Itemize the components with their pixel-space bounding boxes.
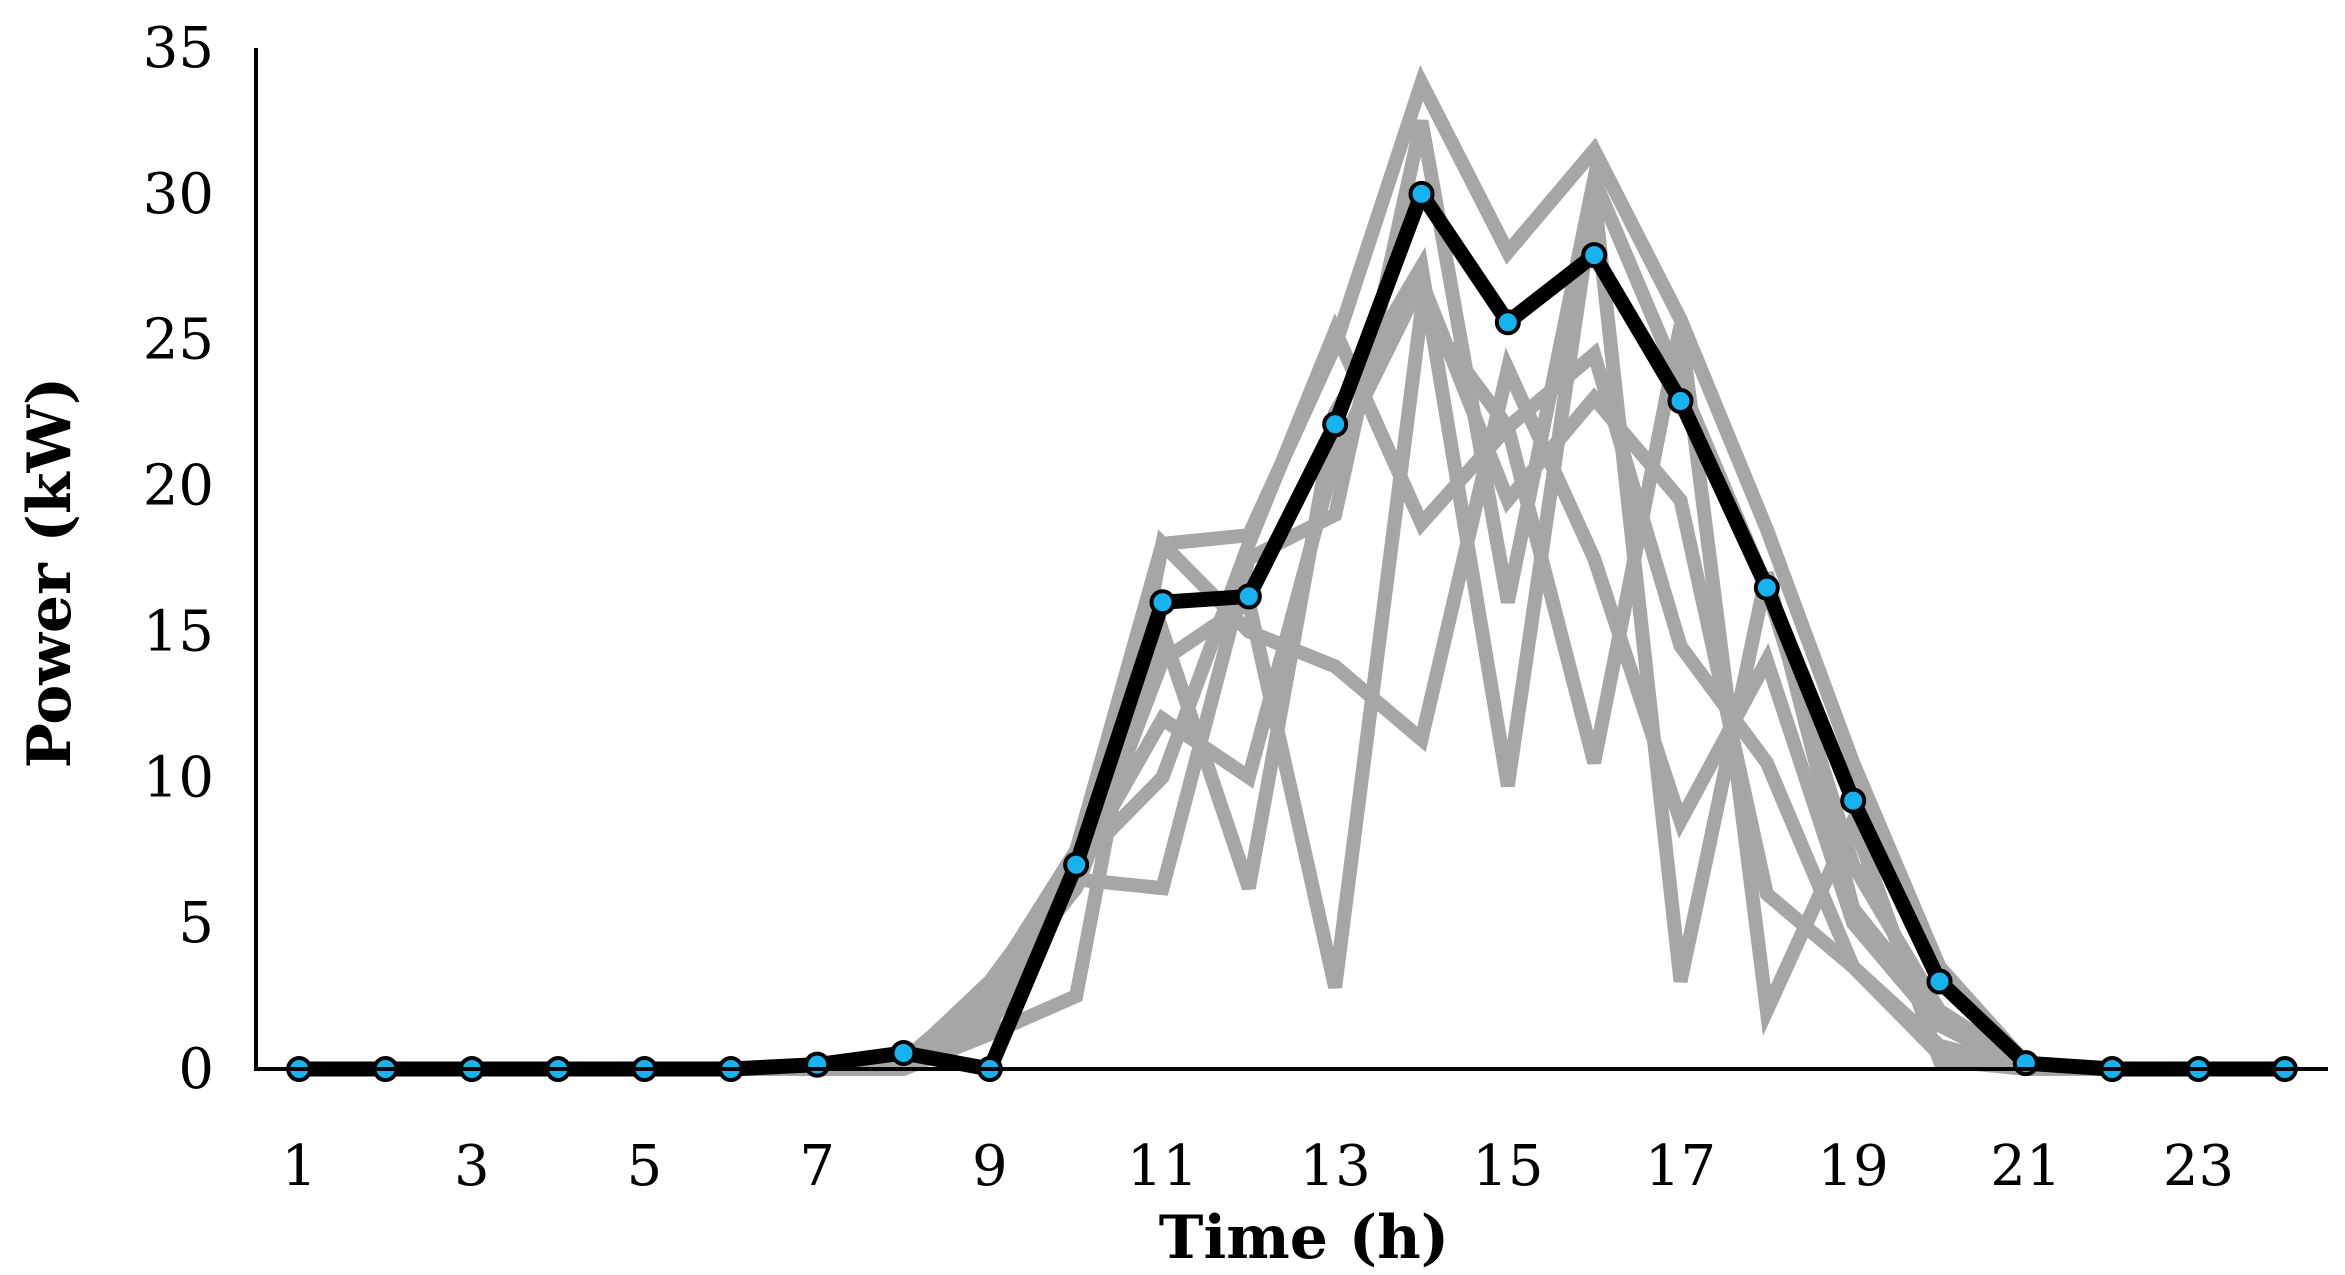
scenario-line xyxy=(299,64,2285,1076)
mean-point xyxy=(1753,574,1780,601)
mean-point xyxy=(804,1051,831,1078)
x-tick-label: 1 xyxy=(281,1134,317,1199)
mean-point xyxy=(1063,851,1090,878)
mean-point xyxy=(1494,309,1521,336)
x-tick-label: 17 xyxy=(1645,1134,1716,1199)
axes xyxy=(254,48,2328,1071)
x-tick-label: 3 xyxy=(454,1134,490,1199)
mean-point xyxy=(1926,968,1953,995)
x-tick-label: 13 xyxy=(1300,1134,1371,1199)
x-tick-label: 21 xyxy=(1990,1134,2061,1199)
y-tick-label: 5 xyxy=(178,891,214,956)
mean-point xyxy=(1149,589,1176,616)
y-tick-label: 15 xyxy=(143,599,214,664)
scenario-line xyxy=(299,313,2285,1076)
x-tick-label: 7 xyxy=(799,1134,835,1199)
y-tick-label: 10 xyxy=(143,745,214,810)
x-tick-label: 9 xyxy=(972,1134,1008,1199)
x-tick-label: 23 xyxy=(2163,1134,2234,1199)
y-tick-label: 25 xyxy=(143,308,214,373)
y-tick-label: 20 xyxy=(143,454,214,519)
y-tick-label: 30 xyxy=(143,162,214,227)
x-axis-title: Time (h) xyxy=(1159,1203,1449,1273)
mean-point xyxy=(1235,583,1262,610)
mean-point xyxy=(890,1039,917,1066)
x-tick-label: 19 xyxy=(1818,1134,1889,1199)
x-tick-labels: 1 3 5 7 9 11 13 15 17 19 21 23 xyxy=(281,1134,2234,1199)
mean-point xyxy=(1840,787,1867,814)
y-tick-labels: 0 5 10 15 20 25 30 35 xyxy=(143,16,214,1102)
x-tick-label: 15 xyxy=(1472,1134,1543,1199)
mean-point xyxy=(1322,411,1349,438)
scenario-lines xyxy=(299,64,2285,1076)
mean-point xyxy=(1581,242,1608,269)
mean-point xyxy=(1667,387,1694,414)
y-tick-label: 0 xyxy=(178,1037,214,1102)
x-tick-label: 11 xyxy=(1127,1134,1198,1199)
scenario-line xyxy=(299,347,2285,1076)
x-tick-label: 5 xyxy=(627,1134,663,1199)
y-tick-label: 35 xyxy=(143,16,214,81)
y-axis-title: Power (kW) xyxy=(15,377,85,769)
mean-point xyxy=(1408,180,1435,207)
